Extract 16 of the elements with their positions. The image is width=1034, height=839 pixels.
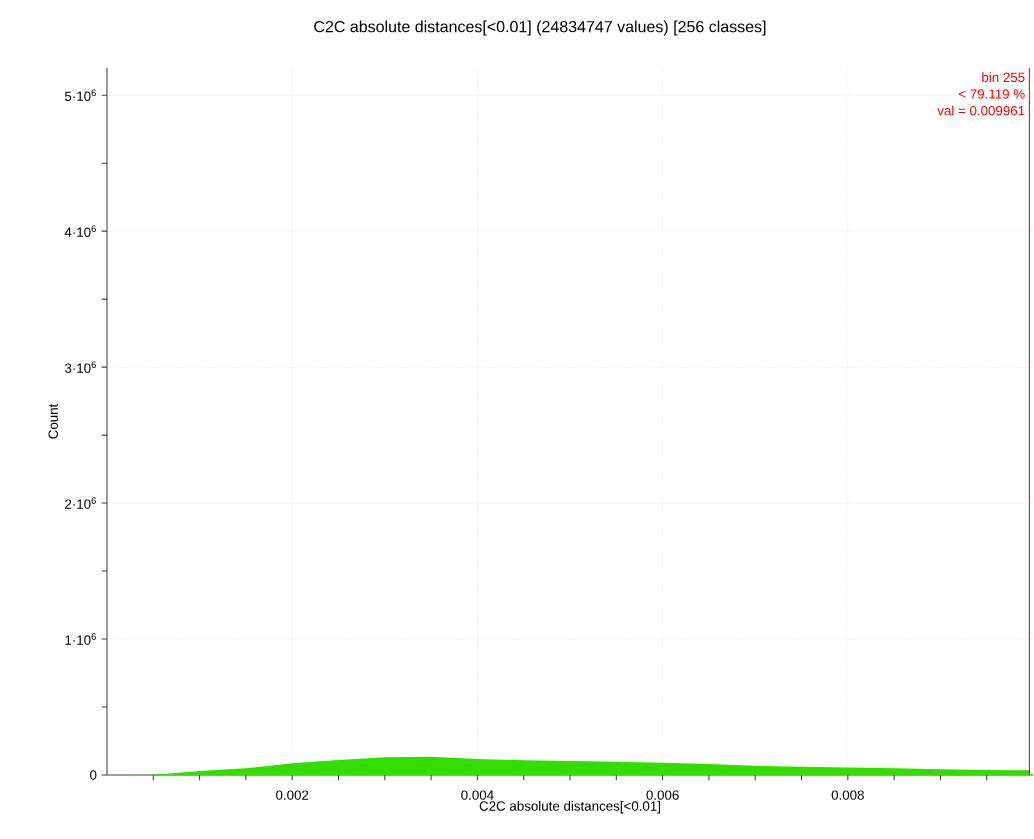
- y-axis-title: Count: [48, 403, 58, 439]
- x-tick-label: 0.006: [646, 790, 679, 800]
- y-tick-label: 4·10$^{6}$: [64, 225, 96, 237]
- x-tick-label: 0.008: [831, 790, 864, 800]
- text: < 79.119 %: [958, 89, 1025, 99]
- text: val = 0.009961: [937, 105, 1025, 116]
- y-tick-label: 3·10$^{6}$: [64, 361, 96, 373]
- x-tick-label: 0.004: [461, 790, 494, 800]
- y-tick-label: 5·10$^{6}$: [64, 89, 96, 101]
- y-tick-label: 1·10$^{6}$: [65, 633, 96, 645]
- y-tick-label: 0: [90, 770, 97, 780]
- x-axis-title: C2C absolute distances[<0.01]: [479, 800, 661, 814]
- x-tick-label: 0.002: [276, 790, 309, 800]
- chart-title: C2C absolute distances[<0.01] (24834747 values) [256 classes]: [314, 20, 766, 36]
- y-tick-label: 2·10$^{6}$: [65, 497, 96, 509]
- text: bin 255: [982, 72, 1025, 83]
